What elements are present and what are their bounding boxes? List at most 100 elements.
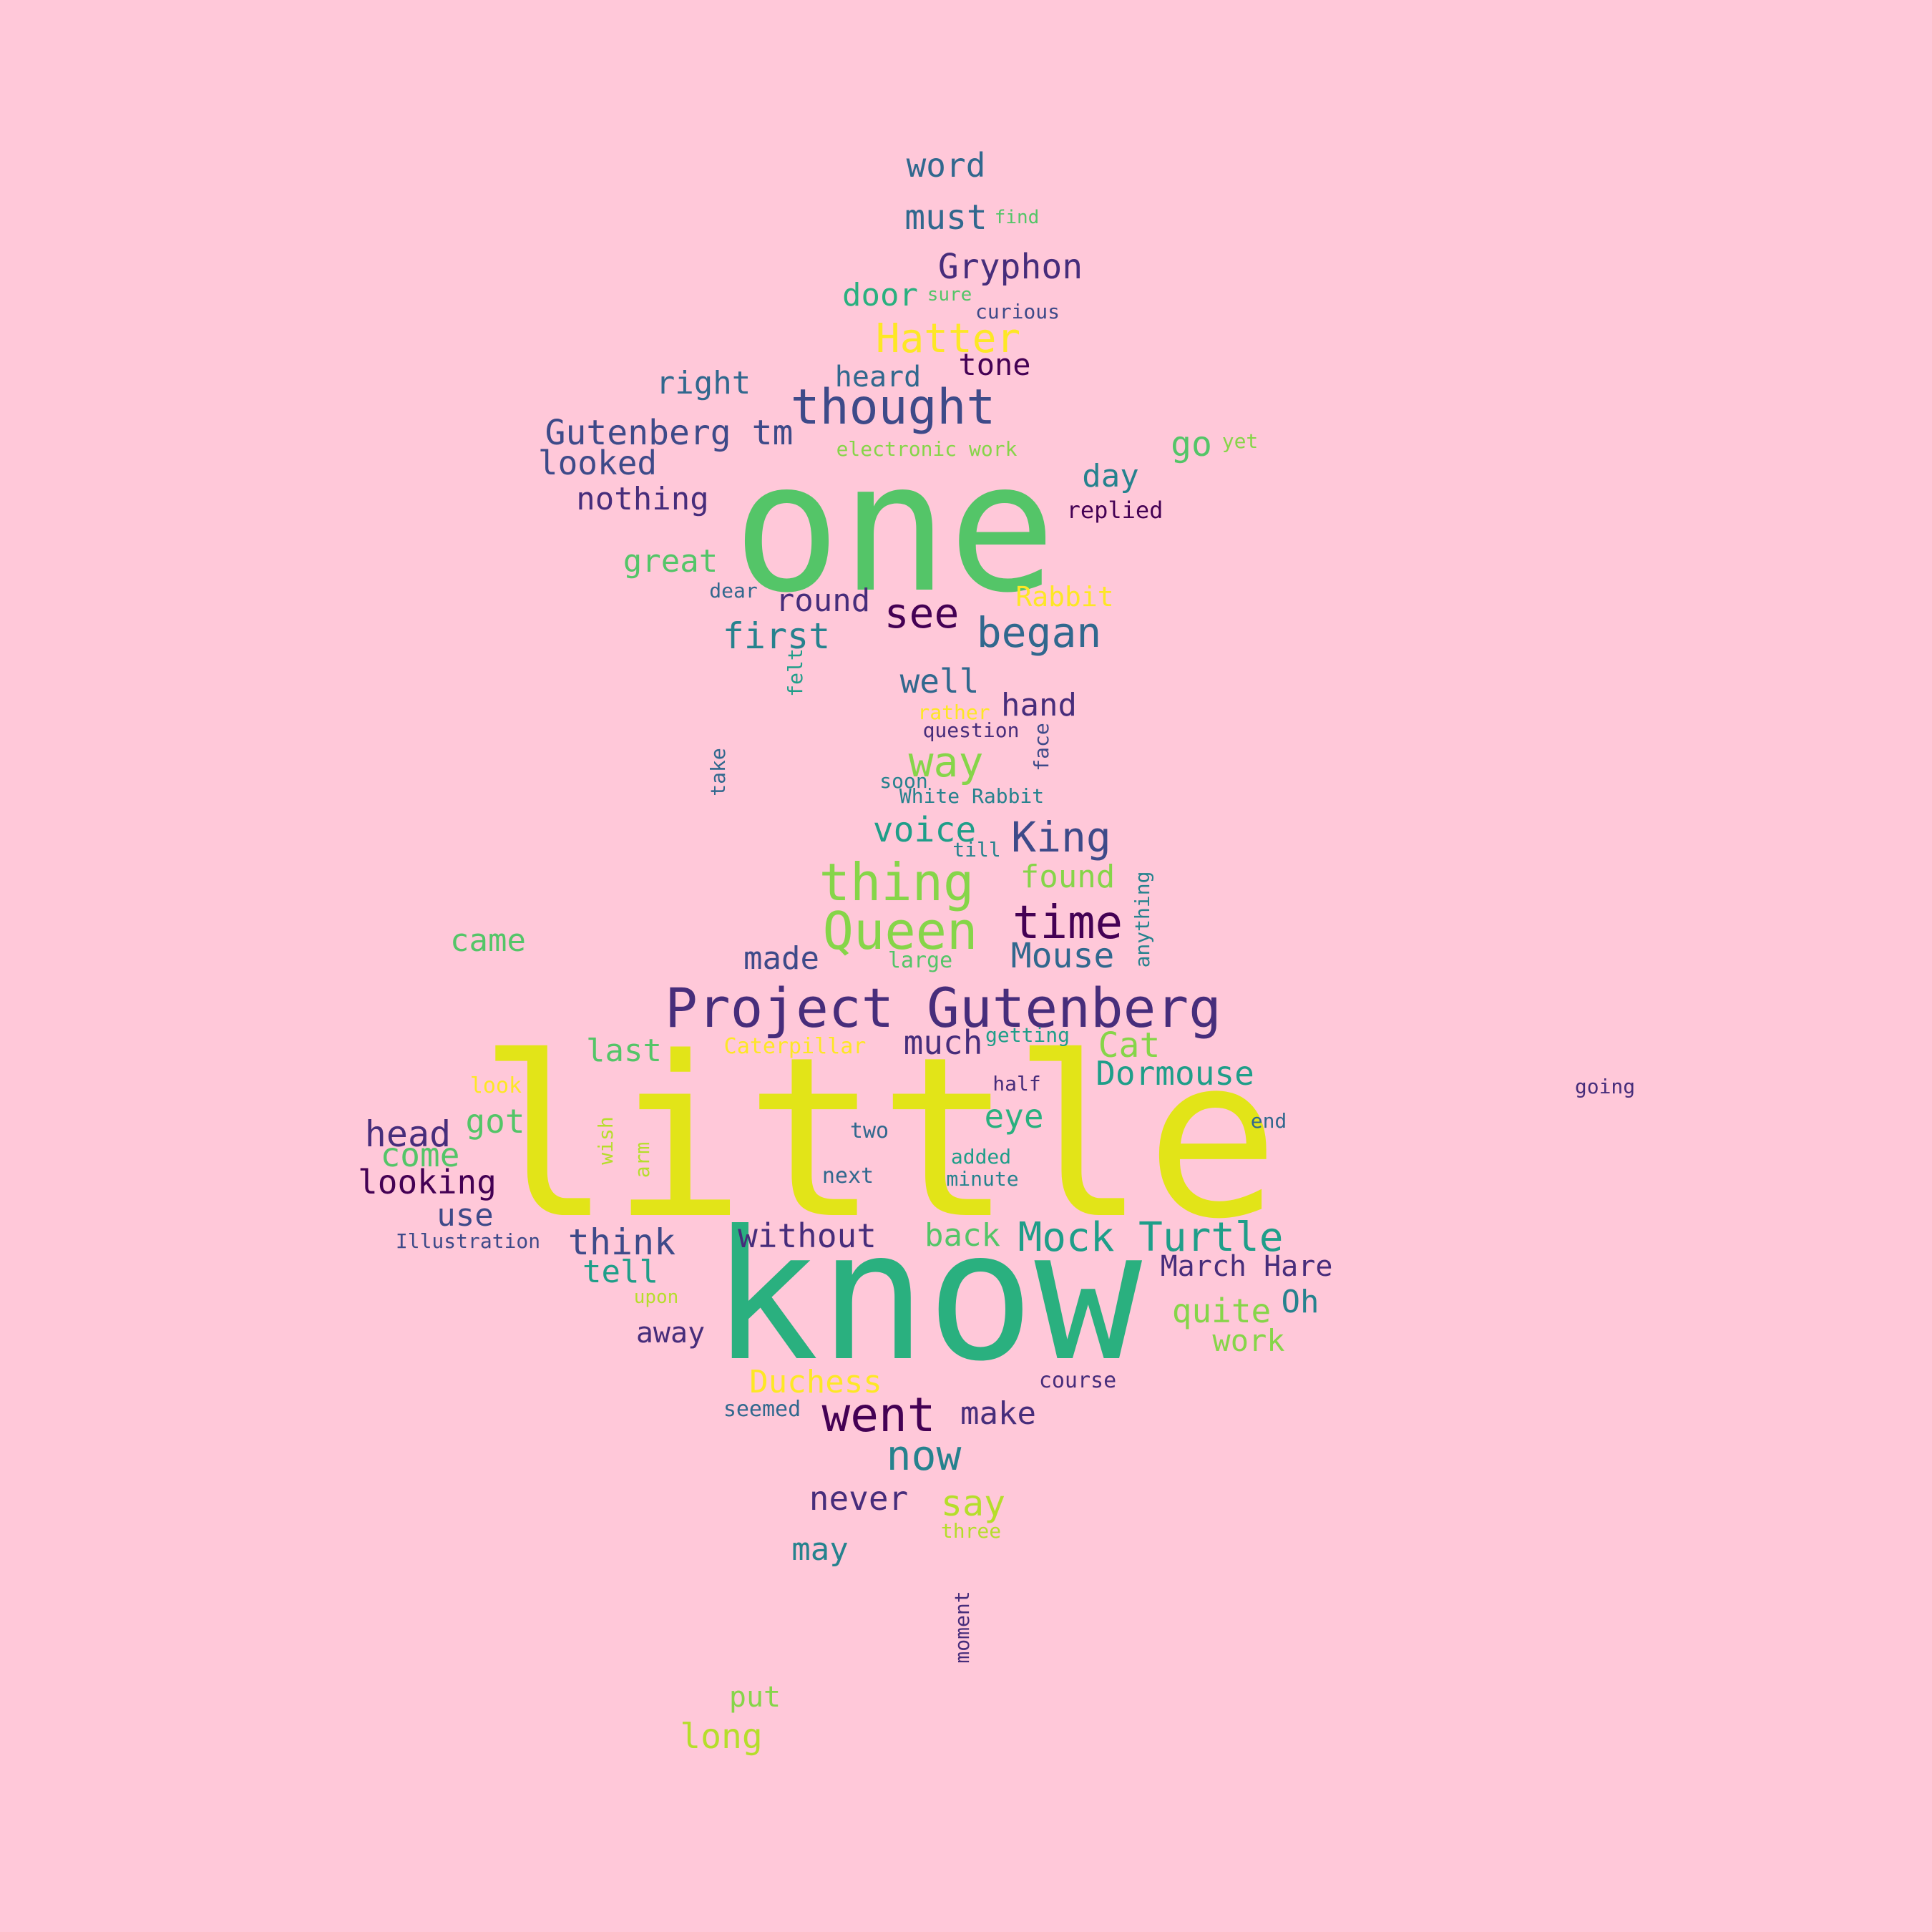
word-cloud-word: door xyxy=(842,277,918,313)
word-cloud-word: till xyxy=(952,838,1001,862)
word-cloud-word: soon xyxy=(879,769,928,793)
word-cloud-word: never xyxy=(809,1479,909,1518)
word-cloud-word: large xyxy=(887,948,953,973)
word-cloud-word: head xyxy=(364,1113,452,1155)
word-cloud-word: way xyxy=(908,738,984,786)
word-cloud-word: White Rabbit xyxy=(899,784,1045,808)
word-cloud-word: take xyxy=(706,748,730,796)
word-cloud-word: come xyxy=(380,1136,460,1174)
word-cloud-word: found xyxy=(1020,859,1116,895)
word-cloud-word: next xyxy=(821,1163,874,1189)
word-cloud-word: Illustration xyxy=(395,1229,541,1253)
word-cloud-word: time xyxy=(1012,897,1123,950)
word-cloud-word: look xyxy=(469,1073,522,1098)
word-cloud-word: say xyxy=(940,1483,1006,1524)
word-cloud-word: moment xyxy=(950,1591,974,1664)
word-cloud-word: find xyxy=(994,207,1040,228)
word-cloud-word: little xyxy=(478,1010,1279,1268)
word-cloud-word: long xyxy=(680,1717,763,1757)
word-cloud-word: seemed xyxy=(723,1397,801,1422)
word-cloud-word: without xyxy=(738,1216,877,1255)
word-cloud-word: made xyxy=(743,940,819,977)
word-cloud-word: go xyxy=(1171,424,1212,464)
word-cloud-word: question xyxy=(922,718,1020,742)
word-cloud-word: away xyxy=(635,1317,706,1350)
word-cloud-word: felt xyxy=(784,648,807,697)
word-cloud-word: thing xyxy=(819,852,975,912)
word-cloud-word: word xyxy=(906,146,986,185)
word-cloud-word: two xyxy=(849,1118,889,1143)
word-cloud-word: right xyxy=(655,365,751,401)
word-cloud-word: three xyxy=(940,1519,1002,1543)
word-cloud-word: much xyxy=(903,1023,983,1062)
word-cloud-word: make xyxy=(960,1395,1036,1432)
word-cloud-word: eye xyxy=(984,1097,1044,1136)
word-cloud-word: face xyxy=(1030,723,1053,771)
word-cloud-word: day xyxy=(1082,458,1139,494)
word-cloud-word: last xyxy=(586,1033,662,1069)
word-cloud-word: came xyxy=(450,922,526,959)
word-cloud-word: Oh xyxy=(1281,1284,1319,1320)
word-cloud-word: quite xyxy=(1171,1292,1272,1330)
word-cloud-word: great xyxy=(623,543,718,580)
word-cloud-word: wish xyxy=(594,1116,618,1165)
word-cloud-word: thought xyxy=(790,379,996,436)
word-cloud-word: see xyxy=(884,589,960,638)
word-cloud-word: sure xyxy=(927,284,972,306)
word-cloud-word: March Hare xyxy=(1160,1250,1333,1283)
word-cloud-word: upon xyxy=(633,1287,679,1308)
word-cloud-word: know xyxy=(711,1192,1143,1400)
word-cloud-word: course xyxy=(1038,1368,1117,1393)
word-cloud-word: looking xyxy=(358,1163,497,1201)
word-cloud-word: dear xyxy=(709,579,758,602)
word-cloud-word: electronic work xyxy=(836,437,1018,461)
word-cloud-word: put xyxy=(728,1681,781,1714)
word-cloud-word: added xyxy=(950,1145,1012,1169)
word-cloud-word: use xyxy=(436,1197,494,1234)
word-cloud-word: Dormouse xyxy=(1096,1054,1254,1093)
word-cloud-word: King xyxy=(1011,813,1111,862)
word-cloud-word: Gutenberg tm xyxy=(545,413,794,453)
word-cloud-word: well xyxy=(899,662,980,701)
word-cloud-word: Rabbit xyxy=(1015,581,1114,613)
word-cloud-word: Hatter xyxy=(875,316,1021,362)
word-cloud-word: Cat xyxy=(1098,1025,1161,1065)
word-cloud-word: must xyxy=(904,197,987,238)
word-cloud-word: minute xyxy=(946,1167,1019,1191)
word-cloud-word: began xyxy=(976,608,1102,657)
word-cloud-word: Mock Turtle xyxy=(1018,1214,1284,1261)
word-cloud-word: Mouse xyxy=(1010,936,1115,976)
word-cloud-word: round xyxy=(775,582,871,619)
word-cloud-word: arm xyxy=(630,1141,654,1179)
word-cloud-word: got xyxy=(465,1102,525,1141)
word-cloud-word: looked xyxy=(537,444,658,482)
word-cloud-word: went xyxy=(821,1387,936,1443)
word-cloud-word: heard xyxy=(834,361,922,394)
word-cloud-word: back xyxy=(924,1217,1000,1254)
word-cloud-word: end xyxy=(1250,1109,1287,1133)
word-cloud-word: curious xyxy=(975,300,1060,323)
word-cloud-word: one xyxy=(733,424,1056,632)
word-cloud-word: Project Gutenberg xyxy=(665,976,1221,1040)
word-cloud-word: Gryphon xyxy=(937,247,1083,287)
word-cloud-word: half xyxy=(992,1072,1041,1096)
word-cloud-word: replied xyxy=(1066,497,1163,524)
word-cloud-word: Queen xyxy=(822,901,978,961)
word-cloud-word: Caterpillar xyxy=(723,1034,867,1059)
word-cloud-word: rather xyxy=(917,701,990,724)
word-cloud-word: Duchess xyxy=(749,1364,882,1400)
word-cloud-word: yet xyxy=(1221,429,1259,453)
word-cloud-word: now xyxy=(886,1431,962,1480)
word-cloud-word: going xyxy=(1574,1075,1636,1098)
word-cloud-word: nothing xyxy=(576,481,709,517)
word-cloud-word: anything xyxy=(1131,871,1154,968)
word-cloud-word: voice xyxy=(872,810,977,850)
word-cloud-word: think xyxy=(567,1221,676,1263)
word-cloud-word: may xyxy=(791,1531,849,1568)
word-cloud-word: getting xyxy=(985,1023,1070,1047)
word-cloud-word: work xyxy=(1212,1323,1285,1358)
word-cloud-word: tell xyxy=(582,1254,658,1290)
word-cloud-word: hand xyxy=(1001,687,1077,723)
word-cloud-word: tone xyxy=(958,347,1031,382)
